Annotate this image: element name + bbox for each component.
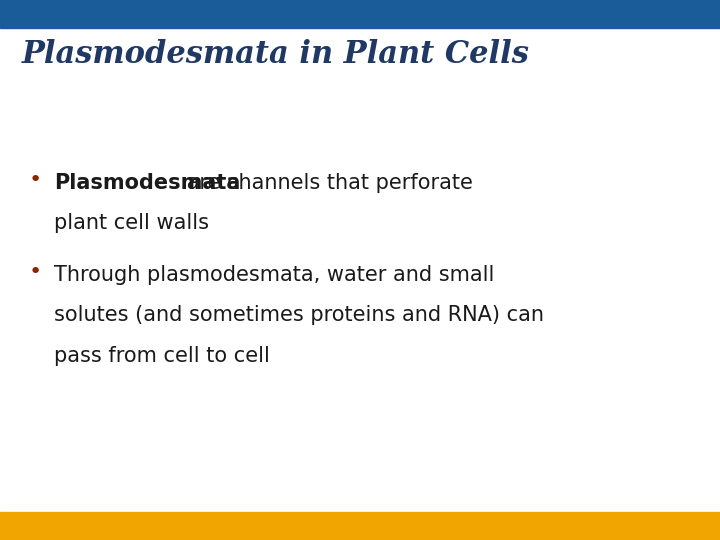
Text: •: •	[29, 262, 42, 282]
Text: pass from cell to cell: pass from cell to cell	[54, 346, 270, 366]
Bar	[0, 0, 720, 28]
Text: •: •	[29, 170, 42, 190]
Text: Plasmodesmata: Plasmodesmata	[54, 173, 240, 193]
Text: solutes (and sometimes proteins and RNA) can: solutes (and sometimes proteins and RNA)…	[54, 305, 544, 325]
Bar	[0, 512, 720, 540]
Text: are channels that perforate: are channels that perforate	[180, 173, 473, 193]
Text: Plasmodesmata in Plant Cells: Plasmodesmata in Plant Cells	[22, 39, 529, 70]
Text: plant cell walls: plant cell walls	[54, 213, 209, 233]
Text: Through plasmodesmata, water and small: Through plasmodesmata, water and small	[54, 265, 495, 285]
Text: © 2011 Pearson Education, Inc.: © 2011 Pearson Education, Inc.	[14, 521, 192, 531]
